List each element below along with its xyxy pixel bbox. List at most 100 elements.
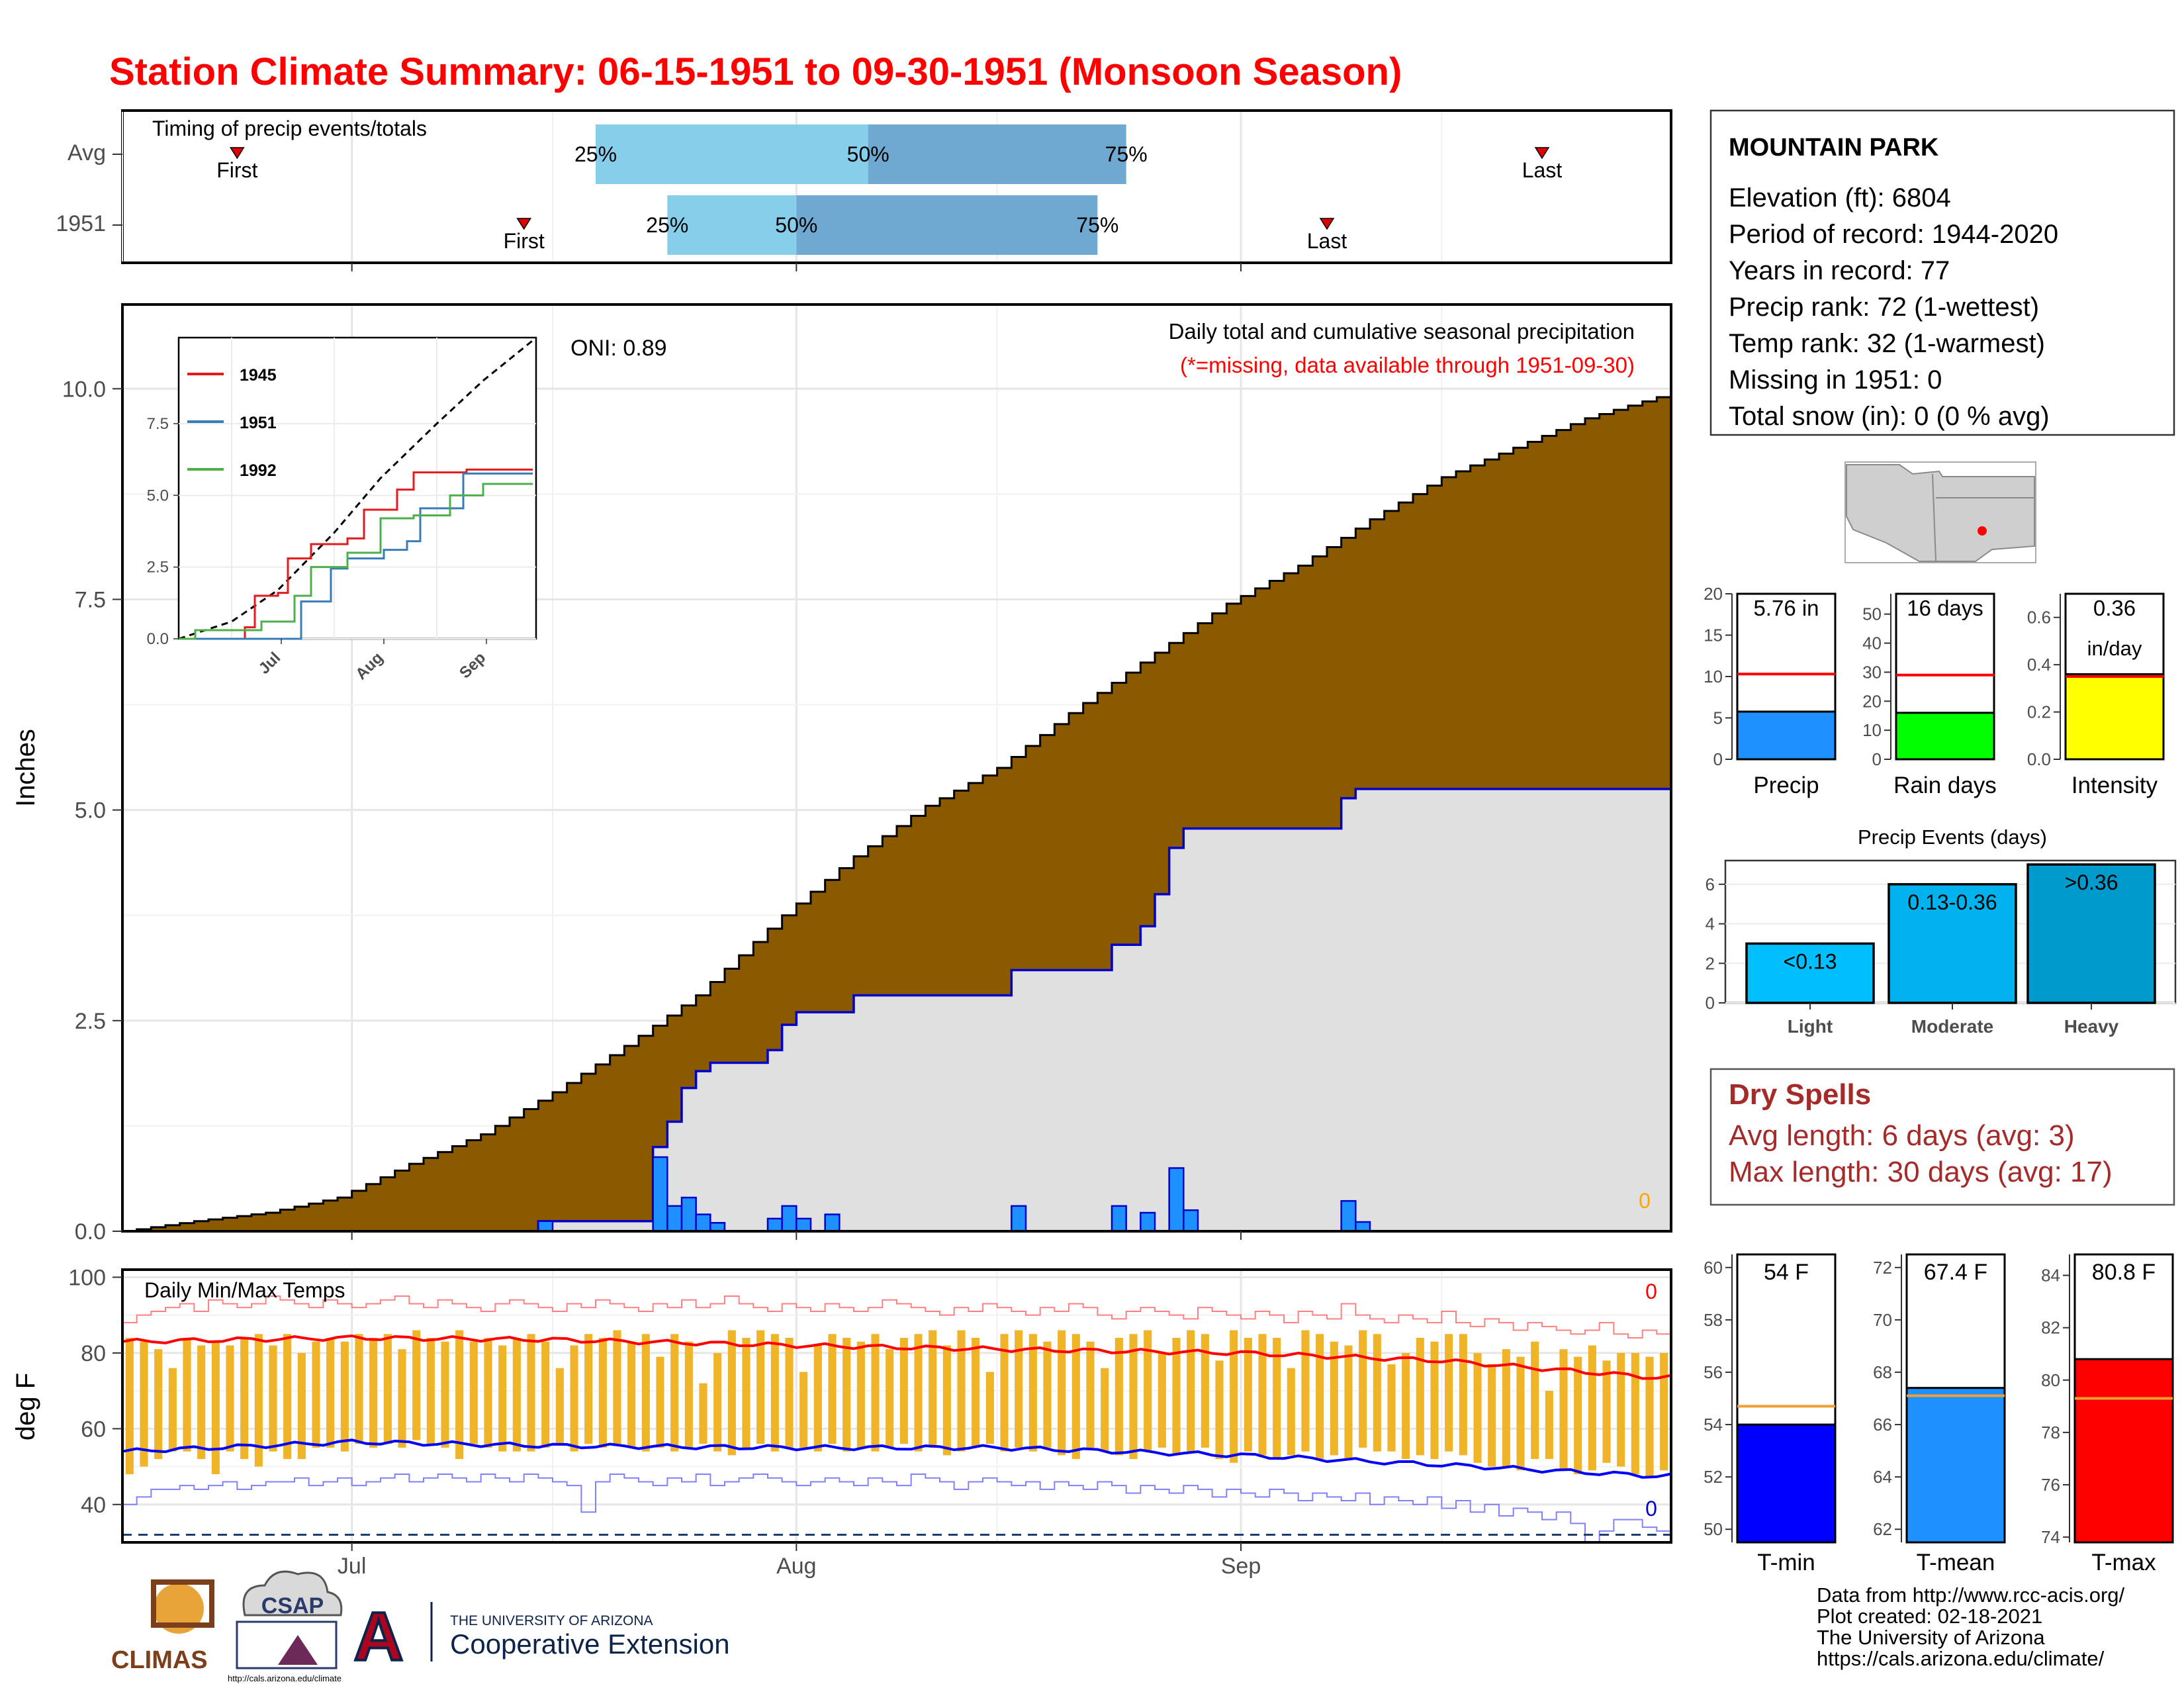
daily-temp-bar (555, 1368, 564, 1444)
inset-line-average (178, 340, 533, 640)
tmin-y-tick-label: 52 (1704, 1467, 1723, 1487)
daily-temp-bar (641, 1334, 650, 1452)
x-axis: Jul Aug Sep (338, 263, 1261, 1579)
climas-mark-icon (151, 1579, 214, 1628)
daily-temp-bar (1445, 1334, 1453, 1452)
daily-temp-bar (168, 1368, 177, 1452)
events-x-tick-label: Light (1788, 1016, 1833, 1037)
daily-temp-bar (1416, 1338, 1424, 1456)
daily-temp-bar (283, 1334, 292, 1460)
daily-temp-bar (1588, 1345, 1596, 1471)
precip-label: Precip (1753, 773, 1819, 798)
daily-temp-bar (455, 1330, 464, 1460)
precip-y-axis: 0.0 2.5 5.0 7.5 10.0 (62, 377, 122, 1244)
csap-base (236, 1620, 338, 1669)
daily-temp-bar (498, 1345, 507, 1452)
rain_days-y-tick-label: 0 (1872, 749, 1882, 769)
daily-temp-bar (1258, 1334, 1267, 1456)
events-bar-light (1745, 942, 1875, 1004)
timing-last-label: Last (1522, 158, 1563, 182)
timing-p75-label: 75% (1105, 142, 1148, 166)
legend-label-1992: 1992 (240, 461, 277, 480)
tmean-y-tick-label: 70 (1873, 1310, 1892, 1330)
daily-temp-bar (1301, 1330, 1310, 1452)
daily-temp-bar (1071, 1334, 1080, 1460)
inset-line-1992 (179, 483, 533, 640)
daily-temp-bar (183, 1338, 191, 1452)
station-name: MOUNTAIN PARK (1729, 134, 1939, 162)
daily-temp-bar (914, 1334, 923, 1452)
dry-spells-box: Dry Spells Avg length: 6 days (avg: 3) M… (1709, 1068, 2175, 1206)
intensity-y-tick-label: 0.0 (2027, 749, 2051, 769)
avg-min-line (122, 1438, 1672, 1479)
tmax-y-tick-label: 82 (2041, 1318, 2060, 1338)
daily-precip-bar (652, 1156, 668, 1233)
daily-temp-bar (297, 1352, 306, 1460)
station-temp-rank: Temp rank: 32 (1-warmest) (1729, 329, 2045, 358)
record-min-line (122, 1474, 1671, 1543)
intensity-y-tick-label: 0.2 (2027, 702, 2051, 722)
daily-temp-bar (1559, 1349, 1568, 1471)
daily-temp-bar (312, 1341, 320, 1448)
precip-value-label: 5.76 in (1753, 596, 1819, 620)
rain_days-y-tick-label: 20 (1862, 691, 1882, 711)
inset-y-tick-label: 5.0 (147, 487, 169, 504)
daily-temp-bar (527, 1334, 535, 1452)
tmin-label: T-min (1757, 1550, 1815, 1575)
tmean-y-tick-label: 62 (1873, 1519, 1892, 1539)
tmax-label: T-max (2091, 1550, 2156, 1575)
legend-label-1951: 1951 (240, 414, 277, 432)
footer-line-2: Plot created: 02-18-2021 (1817, 1605, 2042, 1628)
daily-temp-bar (1574, 1356, 1582, 1474)
ua-logo: A THE UNIVERSITY OF ARIZONA Cooperative … (352, 1597, 729, 1677)
daily-temp-bar (269, 1345, 277, 1452)
daily-temp-bar (1215, 1360, 1224, 1460)
daily-temp-bar (770, 1334, 779, 1452)
record-max-line (122, 1295, 1671, 1338)
timing-p50-label: 50% (775, 213, 817, 237)
temp-series (122, 1295, 1672, 1543)
daily-temp-bar (756, 1330, 765, 1444)
daily-temp-bar (957, 1330, 966, 1452)
daily-precip-bar (1355, 1221, 1371, 1233)
precip-y-tick-label: 15 (1704, 626, 1723, 645)
temp-y-tick-label: 40 (81, 1493, 106, 1518)
rain_days-label: Rain days (1893, 773, 1997, 798)
tmean-value-label: 67.4 F (1924, 1260, 1987, 1285)
climas-logo: CLIMAS (111, 1579, 214, 1674)
timing-bar-lower (667, 195, 797, 255)
events-y-tick-label: 6 (1706, 874, 1715, 894)
precip-y-tick-label: 20 (1704, 584, 1723, 604)
page-title: Station Climate Summary: 06-15-1951 to 0… (109, 50, 1402, 93)
footer: CLIMAS CSAP http://cals.arizona.edu/clim… (111, 1570, 2125, 1683)
daily-temp-bar (1043, 1341, 1052, 1448)
daily-temp-bar (1144, 1330, 1152, 1452)
rain_days-bar (1895, 712, 1995, 761)
intensity-value-unit: in/day (2087, 637, 2142, 660)
daily-temp-bar (1101, 1368, 1109, 1452)
daily-temp-bar (226, 1345, 234, 1452)
timing-bar-lower (596, 124, 868, 184)
intensity-y-tick-label: 0.6 (2027, 608, 2051, 628)
daily-temp-bar (1402, 1352, 1410, 1460)
timing-p25-label: 25% (646, 213, 688, 237)
daily-temp-bar (1172, 1338, 1181, 1456)
daily-temp-bar (1000, 1334, 1009, 1452)
precip-areas (122, 396, 1672, 1233)
daily-temp-bar (140, 1341, 148, 1467)
daily-temp-bar (541, 1341, 550, 1448)
inset-line-1951 (179, 472, 533, 640)
temp-panel: 40 60 80 100 deg F Daily Min/Max Temps 0 0 (11, 1265, 1672, 1544)
inset-legend: 1945 1951 1992 (187, 366, 277, 480)
precip-panel-frame (121, 303, 1672, 1233)
rain_days-y-tick-label: 30 (1862, 662, 1882, 682)
daily-temp-bar (1330, 1341, 1338, 1456)
timing-p25-label: 25% (574, 142, 617, 166)
daily-temp-bar (254, 1334, 263, 1467)
timing-first-marker-icon (229, 147, 245, 160)
daily-precip-bar (1111, 1205, 1127, 1233)
temp-y-label: deg F (11, 1373, 40, 1440)
daily-temp-bar (1531, 1341, 1539, 1460)
station-info-frame (1709, 109, 2175, 436)
summary-bars: 0 5 10 15 20 5.76 in Precip 0 10 20 30 40 50 16 days R… (1704, 584, 2165, 798)
